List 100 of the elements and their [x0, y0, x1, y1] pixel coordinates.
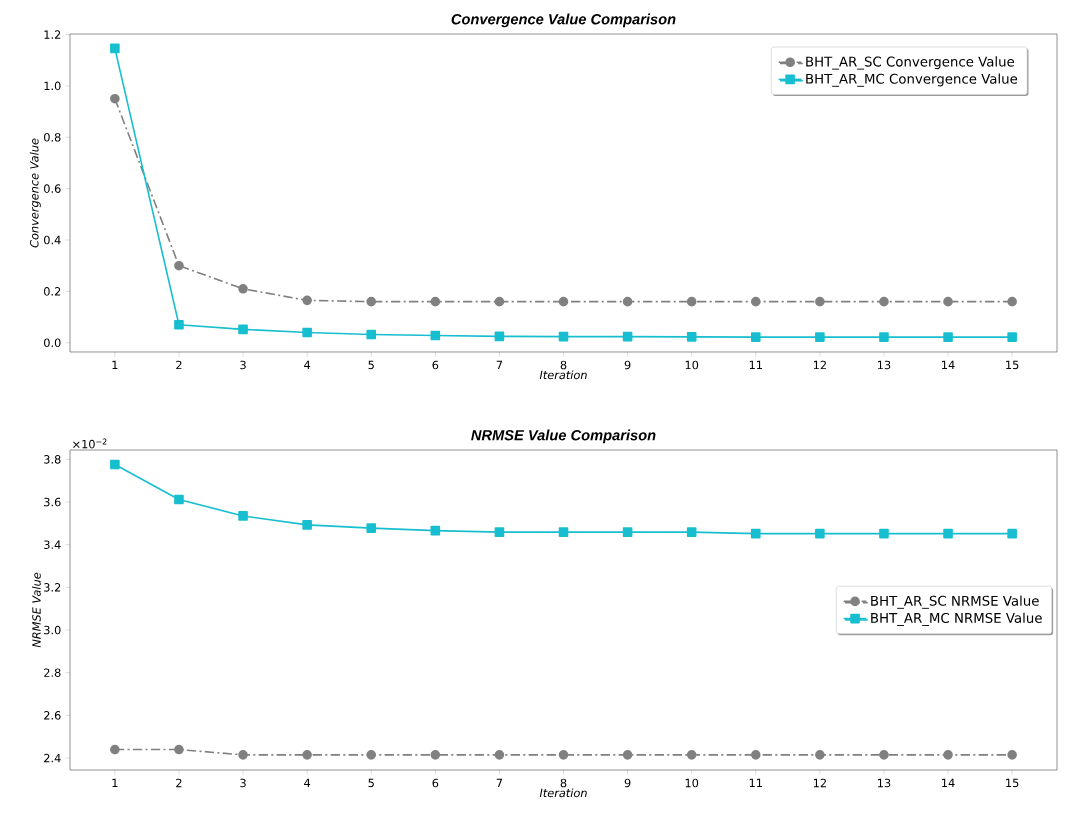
x-axis-title: Iteration [539, 370, 587, 380]
point [686, 750, 697, 760]
point [110, 93, 120, 104]
point [174, 319, 184, 330]
point [943, 528, 953, 539]
point [366, 296, 377, 307]
point [750, 332, 761, 342]
point [622, 750, 633, 760]
x-tick-label: 7 [496, 360, 503, 369]
point [366, 329, 377, 340]
point [1007, 296, 1017, 307]
point [879, 332, 889, 342]
y-tick-label: 0.0 [44, 338, 61, 348]
y-tick-label: 2.8 [44, 668, 61, 678]
x-tick-label: 13 [878, 360, 891, 370]
point [1007, 750, 1017, 760]
x-tick-label: 4 [304, 360, 311, 369]
x-tick-label: 2 [176, 360, 182, 370]
x-tick-label: 14 [942, 360, 955, 369]
chart-title: Convergence Value Comparison [451, 13, 676, 28]
point [879, 296, 889, 307]
point [558, 527, 569, 537]
point [302, 327, 312, 338]
point [174, 494, 184, 505]
point [943, 332, 953, 342]
y-axis-title: NRMSE Value [32, 572, 41, 648]
point [238, 750, 248, 760]
point [750, 750, 761, 760]
point [879, 750, 889, 760]
x-axis-title: Iteration [539, 788, 587, 798]
x-tick-label: 1 [112, 360, 118, 369]
point [430, 330, 441, 341]
legend-label: BHT_AR_SC NRMSE Value [871, 595, 1039, 609]
x-tick-label: 15 [1006, 778, 1019, 788]
x-tick-label: 6 [432, 360, 439, 370]
point [430, 750, 441, 760]
x-tick-label: 9 [624, 360, 631, 370]
x-tick-label: 10 [685, 360, 699, 370]
point [494, 331, 505, 342]
point [174, 260, 184, 271]
x-tick-label: 12 [813, 778, 826, 788]
point [750, 528, 761, 539]
y-tick-label: 1.0 [44, 81, 61, 91]
point [302, 520, 312, 530]
y-tick-label: 0.4 [44, 235, 61, 245]
x-tick-label: 8 [560, 360, 567, 370]
point [494, 527, 505, 537]
point [558, 331, 569, 342]
y-tick-label: 0.6 [44, 184, 61, 193]
point [110, 459, 120, 470]
x-tick-label: 14 [942, 778, 955, 787]
x-tick-label: 6 [432, 778, 439, 788]
point [238, 511, 248, 521]
y-tick-label: 3.2 [44, 583, 61, 592]
point [879, 528, 889, 539]
point [686, 296, 697, 307]
x-tick-label: 7 [496, 778, 503, 787]
point [622, 527, 633, 537]
x-tick-label: 9 [624, 778, 631, 788]
point [110, 43, 120, 54]
point [558, 750, 569, 760]
point [750, 296, 761, 307]
point [943, 296, 953, 307]
x-tick-label: 2 [176, 778, 182, 788]
x-tick-label: 15 [1006, 360, 1019, 370]
point [302, 295, 312, 306]
point [110, 744, 120, 755]
point [174, 744, 184, 755]
y-tick-label: 1.2 [44, 30, 61, 39]
point [238, 324, 248, 335]
x-tick-label: 3 [240, 778, 246, 788]
point [815, 332, 825, 342]
point [943, 750, 953, 760]
point [622, 296, 633, 307]
point [366, 523, 377, 533]
y-tick-label: 0.8 [44, 132, 61, 142]
point [558, 296, 569, 307]
x-tick-label: 12 [813, 360, 826, 370]
point [622, 331, 633, 342]
point [430, 525, 441, 536]
legend-label: BHT_AR_MC Convergence Value [806, 73, 1018, 87]
y-tick-label: 2.6 [44, 711, 61, 720]
point [238, 284, 248, 294]
text: ×10$^{−2}$ [73, 438, 107, 449]
y-tick-label: 2.4 [44, 753, 61, 763]
y-tick-label: 0.2 [44, 287, 61, 296]
point [686, 527, 697, 537]
y-axis-title: Convergence Value [29, 138, 41, 248]
x-tick-label: 4 [304, 778, 311, 787]
point [1007, 332, 1017, 342]
point [1007, 528, 1017, 539]
legend-label: BHT_AR_SC Convergence Value [806, 56, 1015, 70]
x-tick-label: 1 [112, 778, 118, 787]
y-tick-label: 3.6 [44, 497, 61, 507]
point [366, 750, 377, 760]
point [815, 296, 825, 307]
x-tick-label: 13 [878, 778, 891, 788]
point [494, 750, 505, 760]
chart-title: NRMSE Value Comparison [471, 429, 656, 444]
x-tick-label: 3 [240, 360, 246, 370]
